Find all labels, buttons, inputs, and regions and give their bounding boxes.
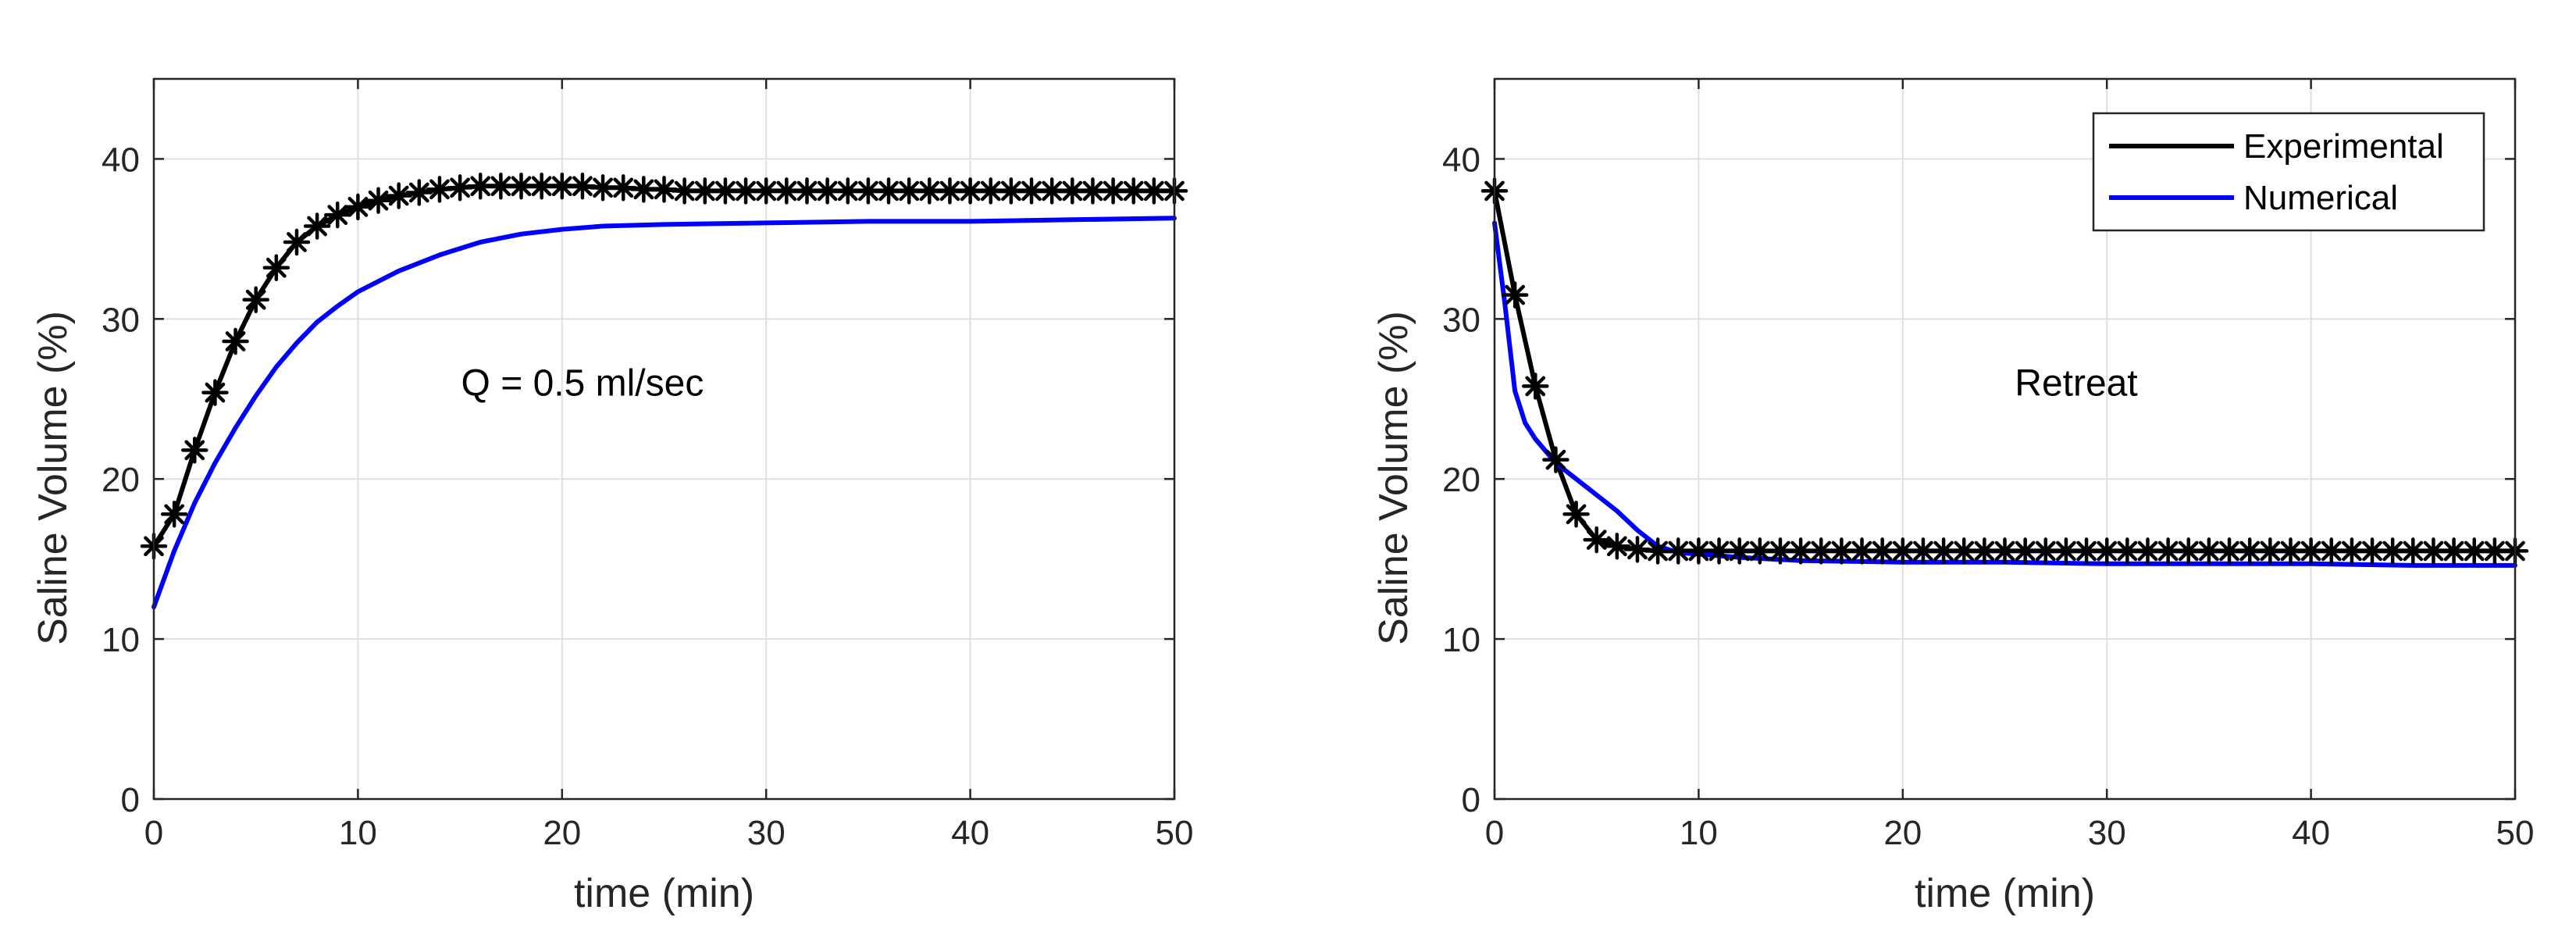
data-point-experimental: [916, 177, 943, 205]
data-point-experimental: [201, 379, 229, 406]
data-point-experimental: [1929, 537, 1958, 565]
data-point-experimental: [1828, 537, 1855, 565]
data-point-experimental: [1501, 281, 1529, 309]
data-point-experimental: [691, 177, 719, 205]
data-point-experimental: [1665, 537, 1692, 565]
x-tick-label: 40: [2292, 814, 2330, 852]
data-point-experimental: [2195, 537, 2223, 565]
data-point-experimental: [589, 174, 617, 202]
plot-frame: [1493, 77, 2517, 801]
data-point-experimental: [1603, 533, 1631, 560]
data-point-experimental: [262, 254, 290, 282]
data-point-experimental: [2072, 537, 2100, 565]
data-point-experimental: [365, 187, 392, 214]
legend: Experimental Numerical: [2092, 112, 2485, 232]
legend-box: [2092, 112, 2485, 232]
series-line-experimental: [1492, 188, 2517, 554]
x-tick-label: 10: [1680, 814, 1718, 852]
data-point-experimental: [1562, 501, 1590, 528]
data-point-experimental: [1583, 526, 1610, 554]
data-point-experimental: [977, 177, 1004, 205]
data-point-experimental: [1848, 537, 1876, 565]
data-point-experimental: [568, 173, 597, 200]
data-point-experimental: [344, 193, 372, 221]
data-point-experimental: [1038, 177, 1066, 205]
data-point-experimental: [609, 174, 637, 202]
y-axis-label: Saline Volume (%): [30, 311, 76, 645]
x-axis-label: time (min): [574, 871, 754, 916]
y-tick-label: 0: [1462, 781, 1480, 819]
right-panel: 0 10 20 30 40 50 0 10 20 30 40 time (min) Saline Vol…: [1371, 77, 2535, 916]
data-point-experimental: [426, 176, 454, 203]
legend-label-experimental: Experimental: [2243, 127, 2444, 166]
data-point-experimental: [2175, 537, 2203, 565]
x-tick-label: 20: [543, 814, 581, 852]
y-tick-label: 40: [1442, 141, 1480, 179]
data-point-experimental: [2114, 537, 2141, 565]
data-point-experimental: [732, 177, 760, 205]
y-tick-label: 0: [121, 781, 140, 819]
data-point-experimental: [222, 327, 249, 355]
x-tick-label: 40: [951, 814, 989, 852]
series-line-numerical: [1492, 220, 2517, 568]
data-point-experimental: [1705, 537, 1733, 565]
y-tick-label: 20: [102, 461, 140, 499]
y-tick-label: 10: [1442, 621, 1480, 659]
legend-label-numerical: Numerical: [2243, 179, 2398, 217]
data-point-experimental: [875, 177, 903, 205]
data-point-experimental: [2257, 537, 2284, 565]
y-tick-label: 30: [102, 301, 140, 339]
data-point-experimental: [2460, 537, 2488, 565]
chart-annotation: Q = 0.5 ml/sec: [461, 363, 704, 405]
chart-annotation: Retreat: [2015, 363, 2137, 405]
y-tick-label: 40: [102, 141, 140, 179]
data-point-experimental: [1623, 536, 1651, 563]
x-tick-label: 50: [1156, 814, 1194, 852]
data-point-experimental: [181, 437, 208, 464]
data-point-experimental: [283, 228, 311, 256]
x-axis-label: time (min): [1915, 871, 2095, 916]
y-tick-label: 10: [102, 621, 140, 659]
series-line-numerical: [151, 216, 1177, 610]
data-point-experimental: [160, 501, 188, 528]
data-point-experimental: [1522, 373, 1549, 400]
y-axis-label: Saline Volume (%): [1371, 311, 1416, 645]
x-tick-label: 0: [1485, 814, 1504, 852]
x-tick-label: 10: [339, 814, 377, 852]
y-tick-label: 20: [1442, 461, 1480, 499]
data-point-experimental: [324, 201, 351, 229]
plot-frame: [152, 77, 1176, 801]
data-point-experimental: [671, 177, 698, 205]
x-tick-label: 20: [1883, 814, 1922, 852]
data-point-experimental: [1644, 537, 1672, 565]
data-point-experimental: [650, 176, 678, 203]
data-point-experimental: [1787, 537, 1815, 565]
x-tick-label: 50: [2496, 814, 2535, 852]
data-point-experimental: [242, 286, 269, 313]
left-panel: 0 10 20 30 40 50 0 10 20 30 40 time (min) Saline Vol…: [30, 77, 1194, 916]
data-point-experimental: [405, 179, 433, 206]
data-point-experimental: [385, 182, 412, 209]
x-tick-label: 30: [2088, 814, 2126, 852]
data-point-experimental: [1542, 446, 1569, 473]
x-tick-label: 30: [747, 814, 786, 852]
x-tick-label: 0: [144, 814, 163, 852]
data-point-experimental: [303, 212, 331, 240]
y-tick-label: 30: [1442, 301, 1480, 339]
data-point-experimental: [446, 174, 474, 202]
data-point-experimental: [1059, 177, 1086, 205]
